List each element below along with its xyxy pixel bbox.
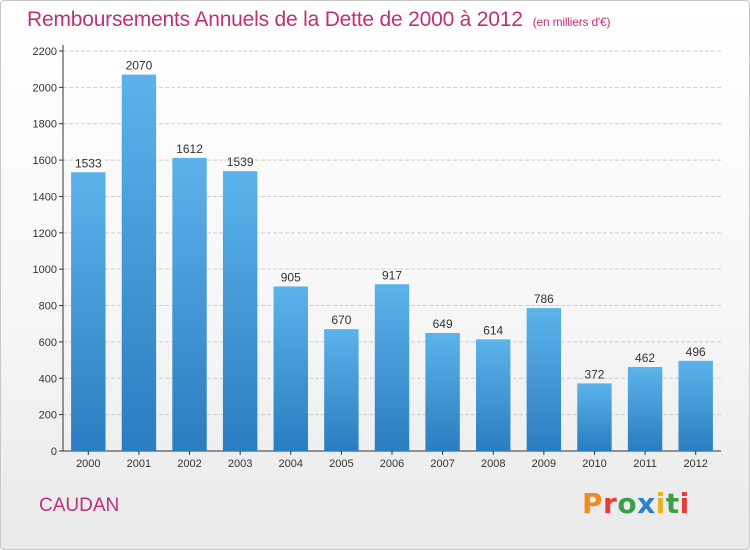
bar	[577, 383, 612, 451]
y-tick-label: 0	[51, 446, 57, 458]
x-tick-label: 2008	[481, 458, 505, 470]
y-tick-label: 2200	[33, 46, 57, 58]
logo-letter: x	[637, 487, 656, 520]
y-tick-label: 400	[39, 373, 57, 385]
x-tick-label: 2012	[683, 458, 707, 470]
logo-letter: i	[655, 487, 666, 520]
y-tick-label: 600	[39, 337, 57, 349]
bar-value-label: 670	[331, 313, 351, 327]
bar	[172, 157, 207, 451]
bar-value-label: 917	[382, 268, 402, 282]
x-tick-label: 2005	[329, 458, 353, 470]
x-tick-label: 2000	[76, 458, 100, 470]
logo-letter: t	[665, 487, 680, 520]
chart-title-unit: (en milliers d'€)	[532, 15, 611, 29]
chart-title: Remboursements Annuels de la Dette de 20…	[27, 8, 610, 32]
bar-value-label: 614	[483, 323, 503, 337]
bar-value-label: 905	[281, 270, 301, 284]
bar	[121, 74, 157, 452]
logo-letter: i	[679, 487, 690, 520]
x-tick-label: 2011	[633, 458, 657, 470]
logo-letter: P	[582, 487, 604, 520]
bar	[222, 171, 258, 451]
bar-value-label: 462	[635, 351, 655, 365]
proxiti-logo[interactable]: Proxiti	[582, 487, 690, 520]
x-tick-label: 2007	[430, 458, 454, 470]
x-tick-label: 2004	[279, 458, 303, 470]
y-tick-label: 800	[39, 301, 57, 313]
city-name: CAUDAN	[39, 495, 120, 516]
bar	[476, 339, 511, 451]
bar-value-label: 372	[584, 367, 604, 381]
bar	[374, 284, 410, 451]
x-tick-label: 2009	[532, 458, 556, 470]
bar	[526, 308, 562, 451]
bar-value-label: 1533	[75, 156, 102, 170]
bar	[425, 333, 460, 451]
bar	[324, 329, 359, 451]
bar-value-label: 2070	[126, 59, 153, 73]
y-tick-label: 1400	[33, 191, 57, 203]
bar	[273, 286, 308, 451]
x-tick-label: 2006	[380, 458, 404, 470]
y-tick-label: 200	[39, 410, 57, 422]
x-tick-label: 2001	[127, 458, 151, 470]
logo-letter: r	[603, 487, 618, 520]
logo-letter: o	[617, 487, 638, 520]
x-tick-label: 2003	[228, 458, 252, 470]
bar	[627, 367, 663, 451]
bar	[71, 172, 106, 452]
y-tick-label: 1000	[33, 264, 57, 276]
bar-value-label: 649	[433, 317, 453, 331]
bar-value-label: 786	[534, 292, 554, 306]
bar-value-label: 496	[686, 345, 706, 359]
x-tick-label: 2002	[177, 458, 201, 470]
y-tick-label: 1600	[33, 155, 57, 167]
chart-title-main: Remboursements Annuels de la Dette de 20…	[27, 8, 523, 31]
y-tick-label: 2000	[33, 82, 57, 94]
y-tick-label: 1800	[33, 119, 57, 131]
bar-value-label: 1612	[176, 142, 203, 156]
bar	[678, 360, 713, 451]
x-tick-label: 2010	[582, 458, 606, 470]
bar-value-label: 1539	[227, 155, 254, 169]
y-tick-label: 1200	[33, 228, 57, 240]
